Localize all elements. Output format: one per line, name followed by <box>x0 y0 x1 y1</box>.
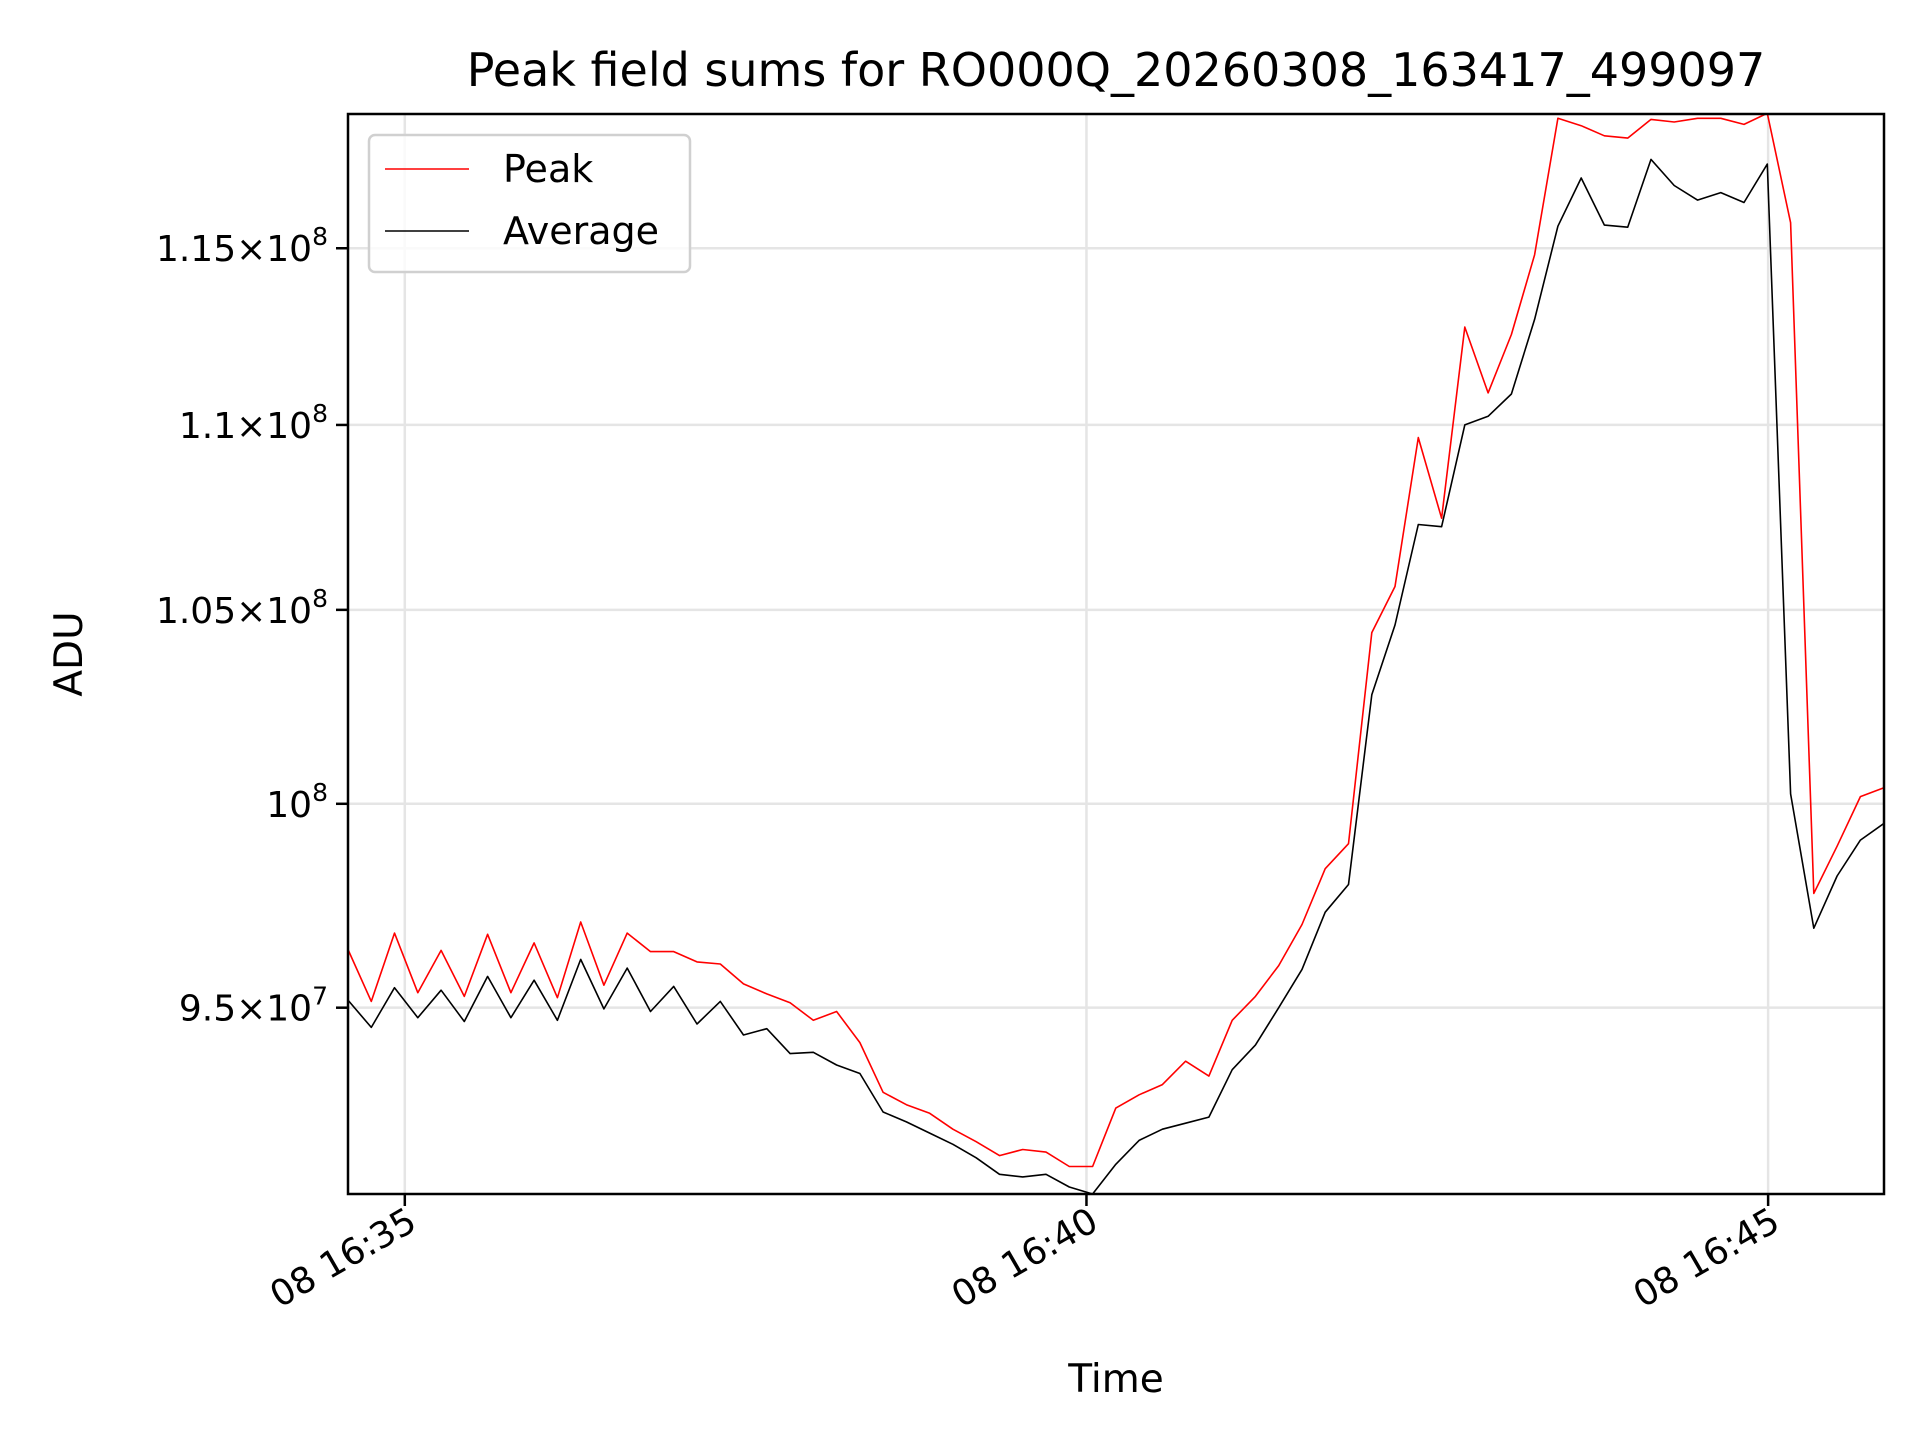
legend: Peak Average <box>367 133 692 274</box>
y-tick-label: 1.1×108 <box>179 399 328 447</box>
axes-frame <box>346 112 1886 1196</box>
x-tick-label: 08 16:45 <box>1627 1200 1787 1316</box>
series-line-peak <box>348 114 1884 1168</box>
legend-label-peak: Peak <box>503 147 593 191</box>
y-tick-label: 1.05×108 <box>156 584 328 632</box>
y-axis-label: ADU <box>47 611 92 696</box>
legend-label-average: Average <box>503 209 659 253</box>
y-axis-ticks: 9.5×107 108 1.05×108 1.1×108 1.15×108 <box>156 222 348 1030</box>
grid-lines <box>348 114 1884 1194</box>
y-tick-label: 1.15×108 <box>156 222 328 270</box>
x-axis-ticks: 08 16:35 08 16:40 08 16:45 <box>263 1194 1787 1316</box>
chart-title: Peak field sums for RO000Q_20260308_1634… <box>467 43 1766 97</box>
series-line-average <box>348 158 1884 1194</box>
x-tick-label: 08 16:35 <box>263 1200 423 1316</box>
y-tick-label: 9.5×107 <box>179 982 328 1030</box>
y-tick-label: 108 <box>266 778 328 826</box>
x-tick-label: 08 16:40 <box>945 1200 1105 1316</box>
x-axis-label: Time <box>1067 1357 1163 1402</box>
series-lines <box>348 114 1884 1194</box>
